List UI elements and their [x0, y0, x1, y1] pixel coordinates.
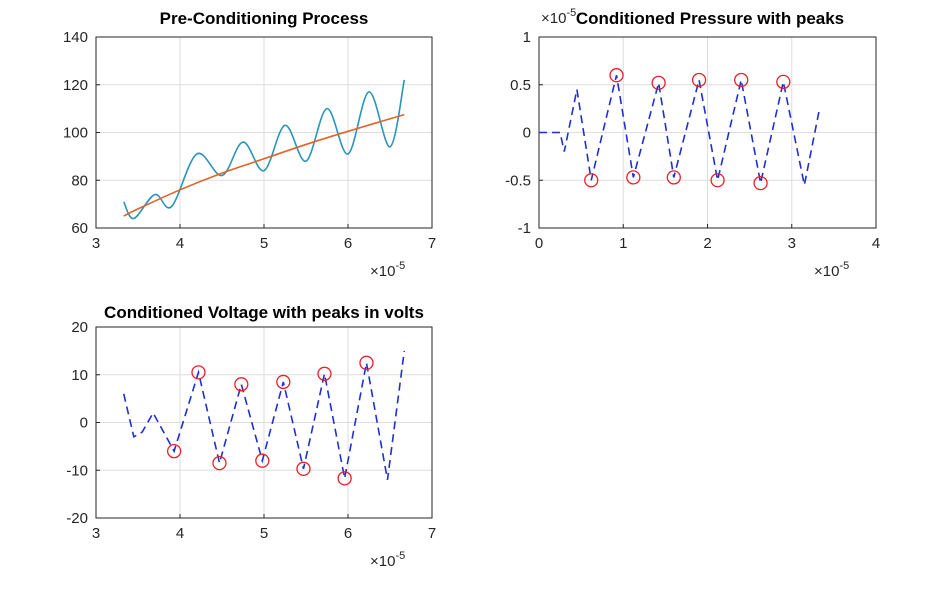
axes-box	[95, 326, 433, 519]
exponent-base: ×10	[370, 263, 395, 280]
axis-exponent: ×10-5	[370, 550, 405, 570]
y-tick-label: 0.5	[510, 77, 531, 94]
x-tick-label: 5	[260, 235, 268, 252]
x-tick-label: 6	[344, 525, 352, 542]
peak-marker	[691, 72, 707, 88]
exponent-power: -5	[566, 7, 576, 19]
peak-marker	[584, 173, 599, 188]
x-tick-label: 2	[703, 235, 711, 252]
peak-marker	[296, 461, 311, 476]
peak-marker	[337, 471, 352, 486]
x-tick-label: 3	[92, 525, 100, 542]
peak-marker	[734, 72, 749, 88]
x-tick-label: 7	[428, 525, 436, 542]
peak-marker	[359, 355, 374, 370]
x-tick-label: 3	[92, 235, 100, 252]
y-tick-label: -20	[66, 510, 88, 527]
peak-marker	[234, 377, 249, 392]
x-tick-label: 3	[788, 235, 796, 252]
chart-title: Conditioned Voltage with peaks in volts	[104, 303, 424, 322]
axis-exponent: ×10-5	[541, 7, 576, 27]
y-tick-label: 140	[63, 29, 88, 46]
y-tick-label: 120	[63, 77, 88, 94]
x-tick-label: 6	[344, 235, 352, 252]
y-tick-label: 100	[63, 125, 88, 142]
data-line	[122, 79, 406, 220]
exponent-power: -5	[395, 550, 405, 562]
axes-box	[95, 36, 433, 229]
exponent-base: ×10	[370, 553, 395, 570]
x-tick-label: 4	[176, 525, 184, 542]
y-tick-label: -1	[518, 220, 531, 237]
x-tick-label: 7	[428, 235, 436, 252]
exponent-power: -5	[395, 260, 405, 272]
peak-marker	[626, 170, 641, 185]
exponent-base: ×10	[541, 10, 566, 27]
y-tick-label: 10	[71, 367, 88, 384]
peak-marker	[710, 173, 725, 188]
exponent-base: ×10	[814, 263, 839, 280]
exponent-power: -5	[839, 260, 849, 272]
peak-marker	[317, 366, 332, 381]
chart-title: Conditioned Pressure with peaks	[576, 9, 844, 28]
peak-marker	[666, 170, 681, 185]
data-line	[539, 75, 821, 186]
y-tick-label: -0.5	[505, 172, 531, 189]
y-tick-label: 80	[71, 172, 88, 189]
chart-title: Pre-Conditioning Process	[160, 9, 369, 28]
x-tick-label: 4	[872, 235, 880, 252]
peak-marker	[255, 453, 270, 468]
peak-marker	[609, 68, 624, 83]
y-tick-label: -10	[66, 462, 88, 479]
axis-exponent: ×10-5	[370, 260, 405, 280]
axis-exponent: ×10-5	[814, 260, 849, 280]
y-tick-label: 1	[523, 29, 531, 46]
x-tick-label: 1	[619, 235, 627, 252]
peak-marker	[276, 374, 291, 390]
y-tick-label: 0	[523, 125, 531, 142]
x-tick-label: 5	[260, 525, 268, 542]
peak-marker	[776, 74, 791, 90]
x-tick-label: 4	[176, 235, 184, 252]
y-tick-label: 0	[80, 415, 88, 432]
peak-marker	[191, 365, 206, 380]
y-tick-label: 20	[71, 319, 88, 336]
peak-marker	[651, 75, 666, 90]
data-line	[123, 113, 405, 217]
peak-marker	[166, 443, 182, 459]
data-line	[122, 350, 406, 480]
y-tick-label: 60	[71, 220, 88, 237]
x-tick-label: 0	[535, 235, 543, 252]
peak-marker	[753, 175, 768, 191]
peak-marker	[212, 455, 227, 471]
